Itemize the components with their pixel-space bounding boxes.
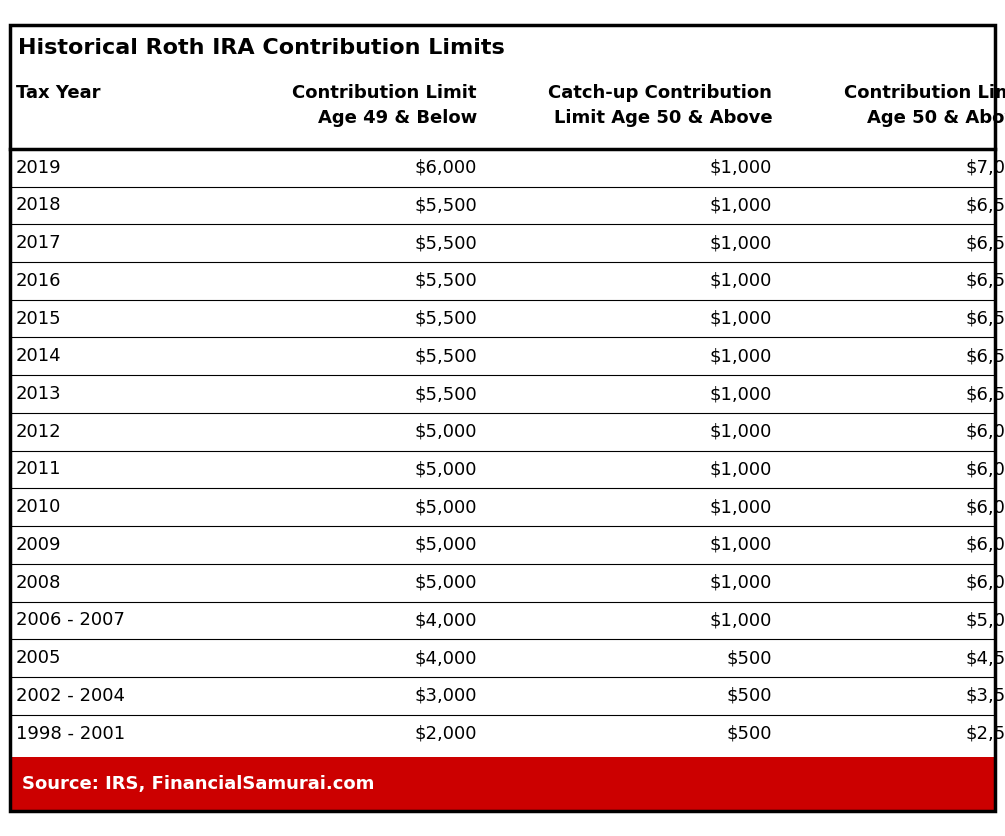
Text: 2011: 2011 (16, 461, 61, 478)
Text: $7,000: $7,000 (966, 159, 1005, 176)
Text: 2010: 2010 (16, 498, 61, 516)
Text: 2015: 2015 (16, 309, 61, 328)
Text: $2,000: $2,000 (414, 725, 476, 742)
Text: Contribution Limit: Contribution Limit (844, 84, 1005, 102)
Text: 2008: 2008 (16, 573, 61, 592)
Text: $6,500: $6,500 (966, 385, 1005, 403)
Text: 2014: 2014 (16, 347, 61, 365)
Text: Age 49 & Below: Age 49 & Below (318, 109, 476, 127)
Text: Contribution Limit: Contribution Limit (292, 84, 476, 102)
Text: $500: $500 (727, 649, 772, 667)
Text: Catch-up Contribution: Catch-up Contribution (549, 84, 772, 102)
Text: $1,000: $1,000 (710, 347, 772, 365)
Text: $1,000: $1,000 (710, 461, 772, 478)
Text: $3,000: $3,000 (414, 687, 476, 705)
Text: Tax Year: Tax Year (16, 84, 100, 102)
Text: $5,000: $5,000 (414, 573, 476, 592)
Text: 2012: 2012 (16, 423, 61, 441)
Text: $5,500: $5,500 (414, 347, 476, 365)
Text: $5,500: $5,500 (414, 234, 476, 252)
Text: $6,500: $6,500 (966, 196, 1005, 214)
Bar (10, 757, 995, 811)
Text: $6,500: $6,500 (966, 234, 1005, 252)
Text: $6,500: $6,500 (966, 347, 1005, 365)
Text: Source: IRS, FinancialSamurai.com: Source: IRS, FinancialSamurai.com (22, 775, 375, 793)
Text: $4,500: $4,500 (966, 649, 1005, 667)
Text: $1,000: $1,000 (710, 536, 772, 554)
Text: $6,000: $6,000 (966, 423, 1005, 441)
Text: $500: $500 (727, 725, 772, 742)
Text: $6,000: $6,000 (966, 498, 1005, 516)
Text: $1,000: $1,000 (710, 196, 772, 214)
Text: 2019: 2019 (16, 159, 61, 176)
Text: $4,000: $4,000 (414, 611, 476, 630)
Text: 2018: 2018 (16, 196, 61, 214)
Text: $6,000: $6,000 (966, 536, 1005, 554)
Text: Historical Roth IRA Contribution Limits: Historical Roth IRA Contribution Limits (18, 38, 505, 58)
Text: $1,000: $1,000 (710, 498, 772, 516)
Text: $1,000: $1,000 (710, 423, 772, 441)
Text: $5,000: $5,000 (966, 611, 1005, 630)
Text: Age 50 & Above: Age 50 & Above (867, 109, 1005, 127)
Text: $6,000: $6,000 (966, 461, 1005, 478)
Text: $1,000: $1,000 (710, 272, 772, 290)
Text: $5,000: $5,000 (414, 498, 476, 516)
Text: $5,000: $5,000 (414, 536, 476, 554)
Text: $2,500: $2,500 (966, 725, 1005, 742)
Text: $1,000: $1,000 (710, 573, 772, 592)
Text: $1,000: $1,000 (710, 611, 772, 630)
Text: $1,000: $1,000 (710, 385, 772, 403)
Text: $5,500: $5,500 (414, 272, 476, 290)
Text: $1,000: $1,000 (710, 309, 772, 328)
Text: 2016: 2016 (16, 272, 61, 290)
Text: $1,000: $1,000 (710, 159, 772, 176)
Text: $5,000: $5,000 (414, 461, 476, 478)
Text: $5,500: $5,500 (414, 196, 476, 214)
Text: $6,500: $6,500 (966, 309, 1005, 328)
Text: $5,500: $5,500 (414, 385, 476, 403)
Text: $500: $500 (727, 687, 772, 705)
Text: $3,500: $3,500 (966, 687, 1005, 705)
Text: 2013: 2013 (16, 385, 61, 403)
Text: 2002 - 2004: 2002 - 2004 (16, 687, 125, 705)
Text: 2017: 2017 (16, 234, 61, 252)
Text: $5,500: $5,500 (414, 309, 476, 328)
Text: 2005: 2005 (16, 649, 61, 667)
Text: $6,000: $6,000 (966, 573, 1005, 592)
Text: 1998 - 2001: 1998 - 2001 (16, 725, 126, 742)
Text: 2006 - 2007: 2006 - 2007 (16, 611, 125, 630)
Text: 2009: 2009 (16, 536, 61, 554)
Text: $5,000: $5,000 (414, 423, 476, 441)
Text: $1,000: $1,000 (710, 234, 772, 252)
Text: $6,000: $6,000 (414, 159, 476, 176)
Text: Limit Age 50 & Above: Limit Age 50 & Above (554, 109, 772, 127)
Text: $6,500: $6,500 (966, 272, 1005, 290)
Text: $4,000: $4,000 (414, 649, 476, 667)
